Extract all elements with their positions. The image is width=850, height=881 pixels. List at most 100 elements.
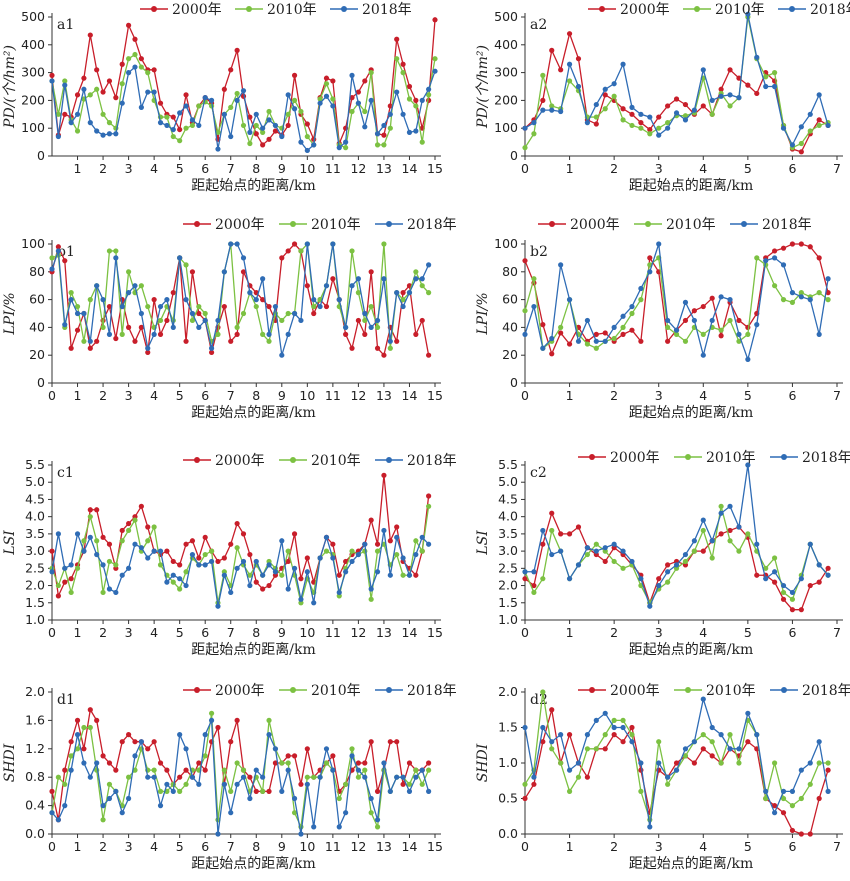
y-tick-label: 0.0 xyxy=(25,826,45,841)
data-point-2010 xyxy=(807,781,813,787)
data-point-2018 xyxy=(700,352,706,358)
data-point-2018 xyxy=(240,255,247,261)
data-point-2018 xyxy=(549,107,555,113)
data-point-2018 xyxy=(611,541,617,547)
data-point-2018 xyxy=(419,276,425,282)
data-point-2018 xyxy=(432,68,438,74)
data-point-2000 xyxy=(349,95,355,101)
data-point-2000 xyxy=(673,760,680,766)
x-tick-label: 14 xyxy=(402,625,418,640)
data-point-2000 xyxy=(522,795,528,802)
data-point-2018 xyxy=(183,746,189,752)
data-point-2010 xyxy=(727,103,733,109)
data-point-2000 xyxy=(584,774,591,780)
data-point-2010 xyxy=(285,111,291,117)
data-point-2018 xyxy=(682,299,689,305)
data-point-2018 xyxy=(807,297,813,303)
data-point-2010 xyxy=(208,548,215,554)
x-tick-label: 0 xyxy=(521,388,529,403)
x-tick-label: 3 xyxy=(125,161,133,176)
data-point-2018 xyxy=(317,100,323,106)
data-point-2018 xyxy=(183,103,189,109)
data-point-2010 xyxy=(106,248,113,254)
data-point-2000 xyxy=(362,78,368,84)
data-point-2010 xyxy=(291,97,298,103)
data-point-2010 xyxy=(177,788,183,795)
x-tick-label: 6 xyxy=(788,839,796,854)
data-point-2000 xyxy=(745,739,751,745)
data-point-2010 xyxy=(816,760,822,766)
data-point-2010 xyxy=(126,774,132,780)
data-point-2000 xyxy=(780,245,787,251)
data-point-2000 xyxy=(665,562,671,568)
data-point-2018 xyxy=(673,110,680,116)
data-point-2018 xyxy=(400,111,406,117)
data-point-2000 xyxy=(113,95,119,101)
legend-label-2000: 2000年 xyxy=(620,2,670,18)
data-point-2018 xyxy=(215,831,221,837)
data-point-2018 xyxy=(62,82,68,88)
legend-label-2000: 2000年 xyxy=(610,450,660,466)
y-tick-label: 4.0 xyxy=(25,509,45,524)
data-point-2000 xyxy=(789,827,796,834)
data-point-2018 xyxy=(394,774,400,780)
data-point-2018 xyxy=(202,732,208,738)
data-point-2000 xyxy=(119,739,125,745)
data-point-2000 xyxy=(221,86,227,92)
data-point-2000 xyxy=(215,558,221,565)
data-point-2000 xyxy=(151,67,157,73)
data-point-2010 xyxy=(343,781,349,787)
data-point-2018 xyxy=(780,262,787,268)
data-point-2010 xyxy=(736,548,742,554)
x-tick-label: 0 xyxy=(48,625,56,640)
data-point-2018 xyxy=(709,538,715,544)
data-point-2018 xyxy=(68,562,74,568)
data-point-2018 xyxy=(272,122,279,129)
data-point-2018 xyxy=(584,120,591,126)
data-point-2018 xyxy=(531,120,537,126)
data-point-2000 xyxy=(330,78,336,84)
data-point-2000 xyxy=(234,717,240,724)
data-point-2018 xyxy=(691,107,697,113)
data-point-2010 xyxy=(304,774,310,780)
x-tick-label: 3 xyxy=(655,625,663,640)
data-point-2000 xyxy=(374,788,381,795)
data-point-2018 xyxy=(221,781,227,787)
data-point-2000 xyxy=(772,248,778,254)
data-point-2018 xyxy=(772,255,778,261)
data-point-2018 xyxy=(647,603,653,609)
x-tick-label: 1 xyxy=(566,625,574,640)
y-tick-label: 5.0 xyxy=(498,474,518,489)
data-point-2000 xyxy=(691,760,697,766)
data-point-2000 xyxy=(575,56,582,62)
data-point-2010 xyxy=(381,142,387,148)
data-point-2010 xyxy=(368,303,374,310)
data-point-2018 xyxy=(298,596,304,602)
data-point-2018 xyxy=(772,83,778,90)
y-tick-label: 1.5 xyxy=(25,595,45,610)
data-point-2010 xyxy=(247,572,253,578)
data-point-2018 xyxy=(215,603,221,609)
data-point-2010 xyxy=(691,548,697,554)
data-point-2018 xyxy=(629,104,635,110)
legend-marker-2000 xyxy=(194,457,200,463)
data-point-2018 xyxy=(368,586,374,592)
data-point-2000 xyxy=(620,106,626,112)
data-point-2018 xyxy=(665,774,671,780)
legend-marker-2010 xyxy=(685,454,691,460)
data-point-2010 xyxy=(611,93,617,99)
panel-tag: b1 xyxy=(57,244,75,260)
data-point-2010 xyxy=(584,746,591,752)
data-point-2000 xyxy=(291,241,298,247)
data-point-2018 xyxy=(68,120,74,126)
data-point-2010 xyxy=(374,824,381,830)
data-point-2018 xyxy=(170,126,176,133)
data-point-2000 xyxy=(355,89,361,95)
data-point-2010 xyxy=(202,551,208,558)
y-tick-label: 60 xyxy=(502,292,518,307)
data-point-2018 xyxy=(789,589,796,596)
data-point-2000 xyxy=(540,541,546,547)
data-point-2010 xyxy=(126,56,132,62)
data-point-2018 xyxy=(170,788,176,795)
